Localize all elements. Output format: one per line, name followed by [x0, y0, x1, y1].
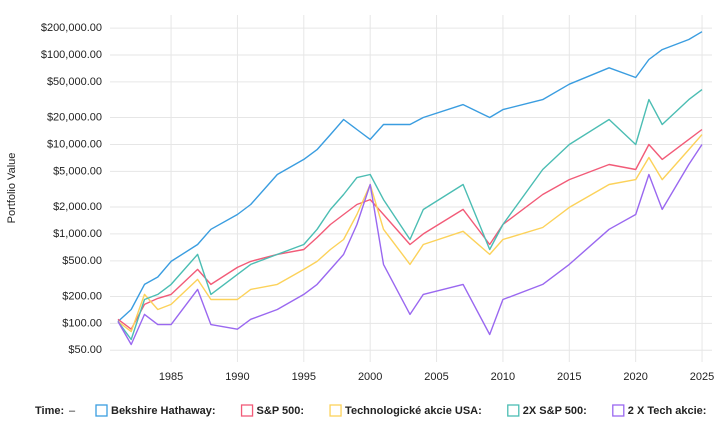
- y-tick-label: $500.00: [62, 255, 102, 267]
- series-line: [117, 134, 703, 333]
- y-tick-label: $1,000.00: [53, 228, 102, 240]
- series-line: [117, 89, 703, 341]
- x-tick-label: 2020: [623, 371, 647, 383]
- legend-swatch[interactable]: [507, 404, 520, 417]
- x-tick-label: 2000: [358, 371, 382, 383]
- legend-time: –: [69, 405, 76, 417]
- y-tick-label: $100,000.00: [41, 49, 102, 61]
- y-axis-label: Portfolio Value: [6, 153, 18, 224]
- series-line: [117, 144, 703, 346]
- y-tick-label: $5,000.00: [53, 165, 102, 177]
- series-line: [117, 128, 703, 330]
- legend-swatch[interactable]: [240, 404, 254, 417]
- x-tick-label: 2025: [690, 371, 714, 383]
- x-tick-label: 2005: [424, 371, 448, 383]
- x-tick-label: 1985: [159, 371, 183, 383]
- x-tick-label: 2010: [491, 371, 515, 383]
- y-tick-label: $50,000.00: [47, 76, 102, 88]
- y-tick-label: $200.00: [62, 290, 102, 302]
- x-tick-label: 1990: [225, 371, 249, 383]
- y-tick-label: $50.00: [68, 344, 102, 356]
- y-tick-label: $2,000.00: [53, 201, 102, 213]
- legend-entry[interactable]: Technologické akcie USA:: [345, 405, 482, 417]
- legend-swatch[interactable]: [612, 404, 625, 417]
- y-tick-label: $20,000.00: [47, 111, 102, 123]
- y-tick-label: $200,000.00: [41, 22, 102, 34]
- legend-entry[interactable]: 2X S&P 500:: [523, 405, 587, 417]
- legend-swatch[interactable]: [329, 404, 342, 417]
- y-tick-label: $100.00: [62, 317, 102, 329]
- legend-prefix: Time:: [35, 405, 64, 417]
- x-tick-label: 2015: [557, 371, 581, 383]
- legend-entry[interactable]: S&P 500:: [257, 405, 305, 417]
- series-line: [117, 31, 703, 323]
- legend-entry[interactable]: 2 X Tech akcie:: [628, 405, 707, 417]
- x-tick-label: 1995: [292, 371, 316, 383]
- legend-swatch[interactable]: [95, 404, 108, 417]
- y-tick-label: $10,000.00: [47, 138, 102, 150]
- legend-entry[interactable]: Bekshire Hathaway:: [111, 405, 216, 417]
